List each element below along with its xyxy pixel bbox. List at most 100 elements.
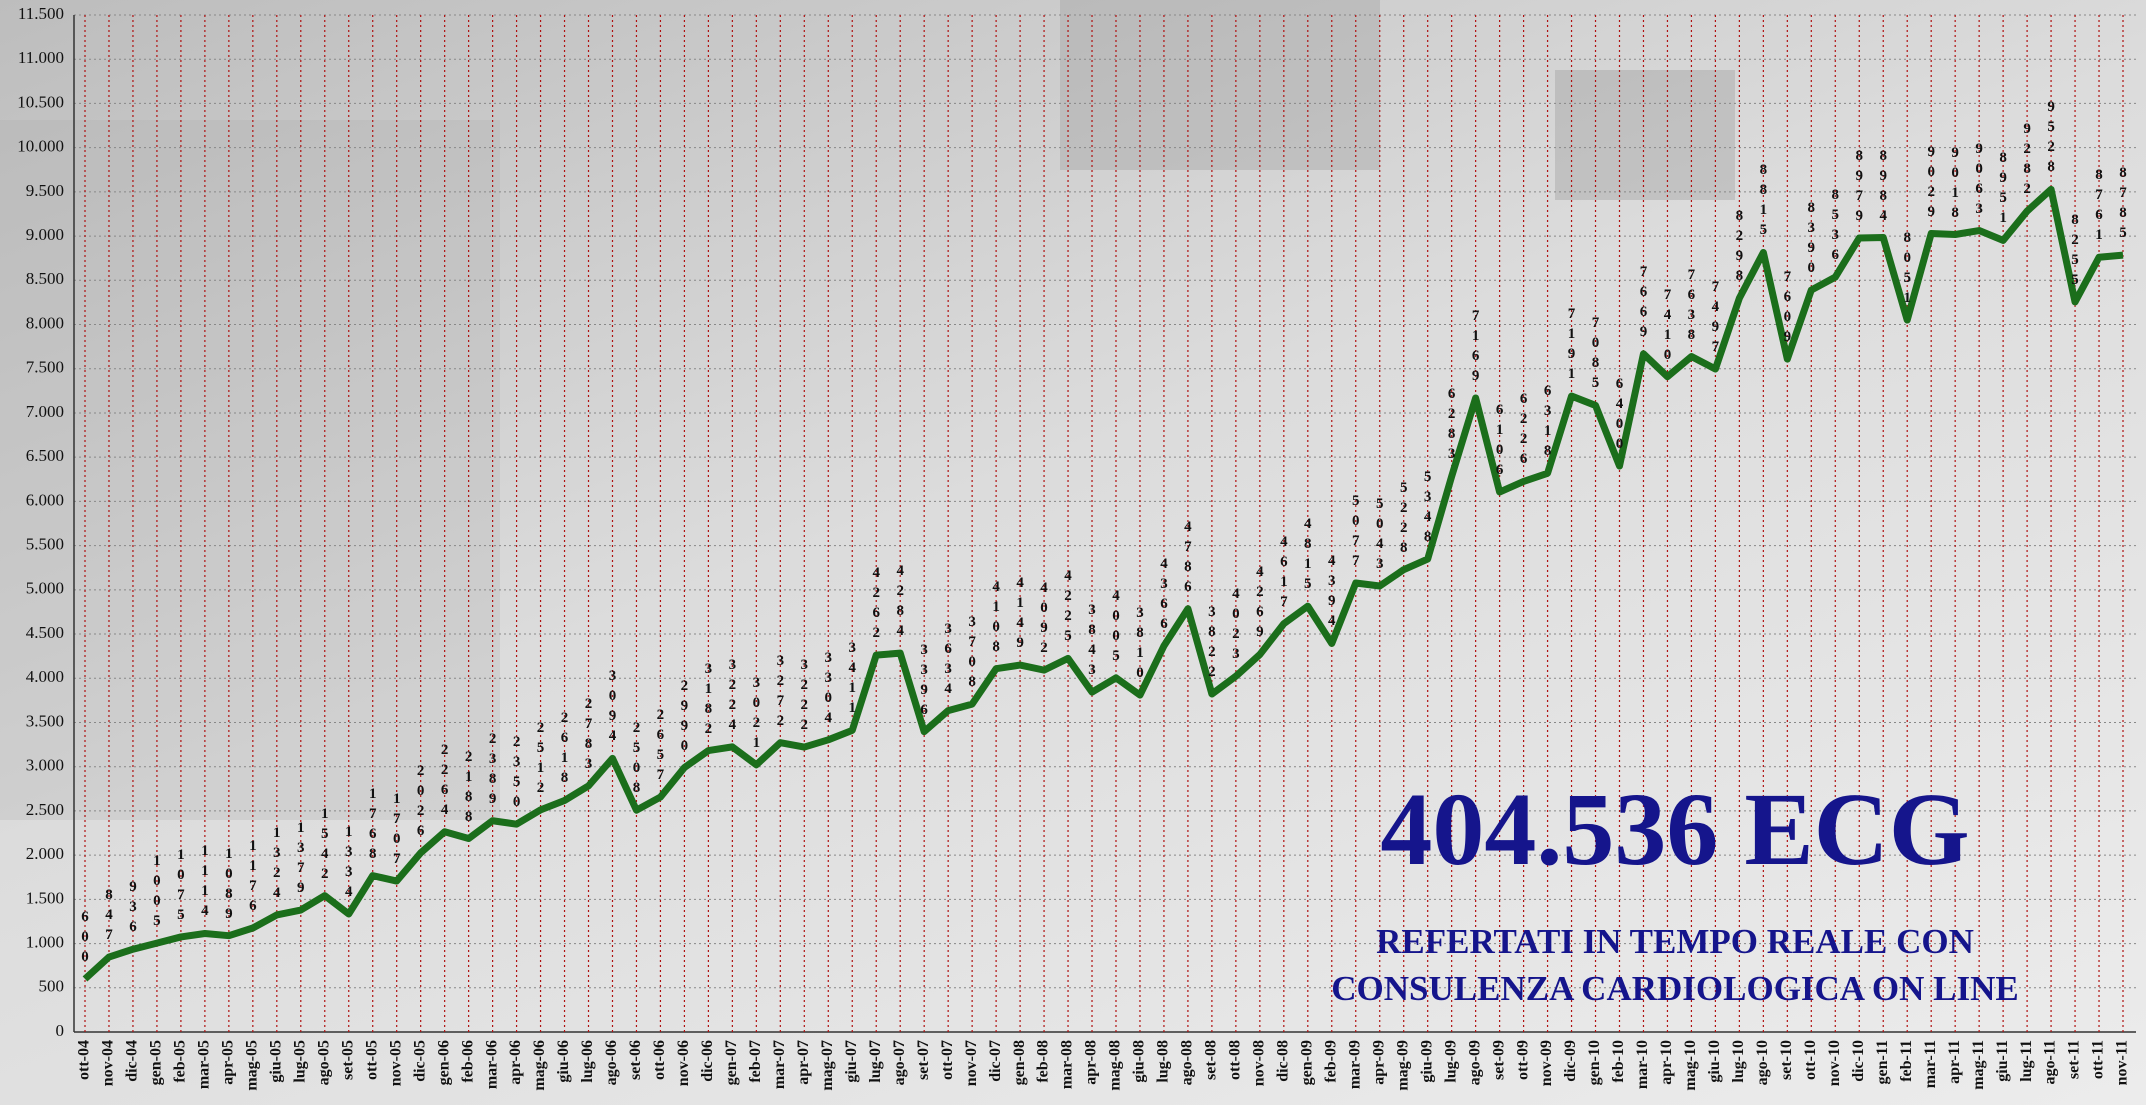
x-tick-label: ott-07 — [939, 1040, 956, 1080]
x-tick-label: apr-09 — [1370, 1040, 1387, 1085]
x-tick-label: feb-10 — [1610, 1040, 1627, 1083]
x-tick-label: mag-09 — [1394, 1040, 1411, 1091]
x-tick-label: gen-09 — [1298, 1040, 1315, 1085]
data-label: 7638 — [1685, 265, 1697, 345]
data-label: 9282 — [2021, 119, 2033, 199]
data-label: 2618 — [559, 708, 571, 788]
x-tick-label: mar-05 — [196, 1040, 213, 1089]
background-screen — [0, 120, 500, 820]
x-tick-label: set-06 — [627, 1040, 644, 1080]
x-tick-label: gen-10 — [1586, 1040, 1603, 1085]
data-label: 6400 — [1613, 374, 1625, 454]
x-tick-label: dic-05 — [411, 1040, 428, 1082]
chart-svg: 05001.0001.5002.0002.5003.0003.5004.0004… — [0, 0, 2146, 1105]
data-label: 3182 — [702, 659, 714, 739]
x-tick-label: apr-06 — [507, 1040, 524, 1085]
data-label: 8951 — [1997, 148, 2009, 228]
data-label: 6226 — [1518, 389, 1530, 469]
data-label: 1176 — [247, 836, 259, 916]
x-tick-label: set-11 — [2066, 1040, 2083, 1079]
data-label: 7669 — [1637, 262, 1649, 342]
x-tick-label: gen-06 — [435, 1040, 452, 1085]
data-label: 4005 — [1110, 586, 1122, 666]
data-label: 4269 — [1254, 562, 1266, 642]
data-label: 6106 — [1494, 400, 1506, 480]
data-label: 5348 — [1422, 467, 1434, 547]
x-tick-label: apr-07 — [795, 1040, 812, 1085]
y-tick-label: 11.500 — [18, 4, 64, 23]
background-monitor — [1555, 70, 1735, 200]
x-tick-label: apr-05 — [220, 1040, 237, 1085]
data-label: 2026 — [415, 761, 427, 841]
data-label: 6318 — [1542, 381, 1554, 461]
y-tick-label: 3.500 — [26, 711, 64, 730]
data-label: 5043 — [1374, 494, 1386, 574]
data-label: 4108 — [990, 577, 1002, 657]
data-label: 7191 — [1566, 304, 1578, 384]
x-tick-label: giu-11 — [1994, 1040, 2011, 1082]
x-tick-label: gen-08 — [1011, 1040, 1028, 1085]
x-tick-label: dic-04 — [124, 1040, 141, 1082]
x-tick-label: set-10 — [1778, 1040, 1795, 1080]
y-tick-label: 6.000 — [26, 490, 64, 509]
y-tick-label: 7.500 — [26, 358, 64, 377]
x-tick-label: ott-08 — [1227, 1040, 1244, 1080]
x-tick-label: giu-09 — [1418, 1040, 1435, 1083]
data-label: 3810 — [1134, 603, 1146, 683]
x-tick-label: apr-11 — [1946, 1040, 1963, 1084]
headline: 404.536 ECG — [1380, 772, 1969, 887]
y-tick-label: 5.000 — [26, 579, 64, 598]
data-label: 3411 — [846, 638, 858, 718]
data-label: 2657 — [654, 705, 666, 785]
x-tick-label: mar-10 — [1634, 1040, 1651, 1089]
y-tick-label: 10.500 — [17, 92, 64, 111]
data-label: 7085 — [1590, 313, 1602, 393]
x-tick-label: ott-05 — [363, 1040, 380, 1080]
x-tick-label: dic-09 — [1562, 1040, 1579, 1082]
x-tick-label: giu-08 — [1131, 1040, 1148, 1083]
data-label: 2389 — [487, 729, 499, 809]
data-label: 2783 — [583, 694, 595, 774]
y-tick-label: 7.000 — [26, 402, 64, 421]
y-tick-label: 9.000 — [26, 225, 64, 244]
x-tick-label: feb-09 — [1322, 1040, 1339, 1083]
data-label: 3843 — [1086, 600, 1098, 680]
x-tick-label: ott-11 — [2090, 1040, 2107, 1079]
data-label: 1089 — [223, 844, 235, 924]
x-tick-label: mag-08 — [1107, 1040, 1124, 1091]
data-label: 4394 — [1326, 551, 1338, 631]
x-tick-label: ott-06 — [651, 1040, 668, 1080]
data-label: 3222 — [798, 655, 810, 735]
data-label: 4366 — [1158, 554, 1170, 634]
data-label: 3021 — [750, 673, 762, 753]
y-tick-label: 1.000 — [26, 932, 64, 951]
x-tick-label: ott-10 — [1802, 1040, 1819, 1080]
data-label: 5077 — [1350, 491, 1362, 571]
x-tick-label: gen-11 — [1874, 1040, 1891, 1084]
x-tick-label: ago-11 — [2042, 1040, 2059, 1084]
data-label: 1005 — [151, 851, 163, 931]
data-label: 8390 — [1805, 198, 1817, 278]
y-tick-label: 0 — [56, 1021, 65, 1040]
data-label: 2188 — [463, 747, 475, 827]
x-tick-label: ott-09 — [1514, 1040, 1531, 1080]
data-label: 3272 — [774, 651, 786, 731]
data-label: 8051 — [1901, 228, 1913, 308]
data-label: 1114 — [199, 841, 211, 921]
data-label: 3708 — [966, 612, 978, 692]
data-label: 8984 — [1877, 146, 1889, 226]
data-label: 936 — [127, 877, 139, 937]
data-label: 8536 — [1829, 185, 1841, 265]
x-tick-label: ago-07 — [891, 1040, 908, 1085]
x-tick-label: feb-08 — [1035, 1040, 1052, 1083]
data-label: 3304 — [822, 648, 834, 728]
x-tick-label: feb-05 — [172, 1040, 189, 1083]
data-label: 4262 — [870, 563, 882, 643]
y-tick-label: 6.500 — [26, 446, 64, 465]
x-tick-label: gen-05 — [148, 1040, 165, 1085]
x-tick-label: ago-09 — [1466, 1040, 1483, 1085]
x-tick-label: dic-06 — [699, 1040, 716, 1082]
data-label: 8979 — [1853, 146, 1865, 226]
chart: 05001.0001.5002.0002.5003.0003.5004.0004… — [0, 0, 2146, 1105]
x-tick-label: feb-07 — [747, 1040, 764, 1083]
